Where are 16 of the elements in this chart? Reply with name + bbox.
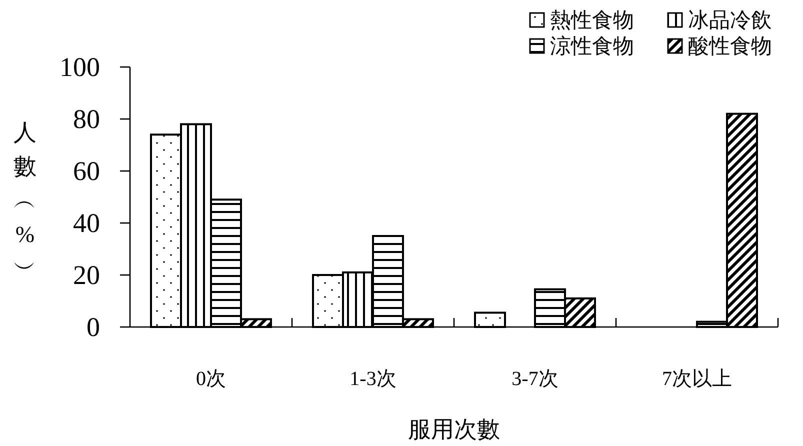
x-tick-label: 3-7次: [512, 368, 558, 390]
y-tick-label: 60: [73, 156, 100, 186]
x-tick-label: 7次以上: [662, 368, 732, 390]
legend-label: 熱性食物: [550, 8, 634, 32]
y-tick-label: 100: [60, 52, 100, 82]
legend-label: 涼性食物: [550, 34, 634, 58]
y-tick-label: 40: [73, 208, 100, 238]
x-axis-title: 服用次數: [408, 417, 500, 442]
legend-label: 酸性食物: [688, 34, 772, 58]
y-tick-label: 80: [73, 104, 100, 134]
x-tick-label: 1-3次: [350, 368, 396, 390]
x-tick-label: 0次: [196, 368, 226, 390]
y-tick-label: 0: [86, 312, 100, 342]
y-axis-title: 人數︵%︶: [14, 120, 36, 281]
legend-label: 冰品冷飲: [688, 8, 772, 32]
y-tick-label: 20: [73, 260, 100, 290]
